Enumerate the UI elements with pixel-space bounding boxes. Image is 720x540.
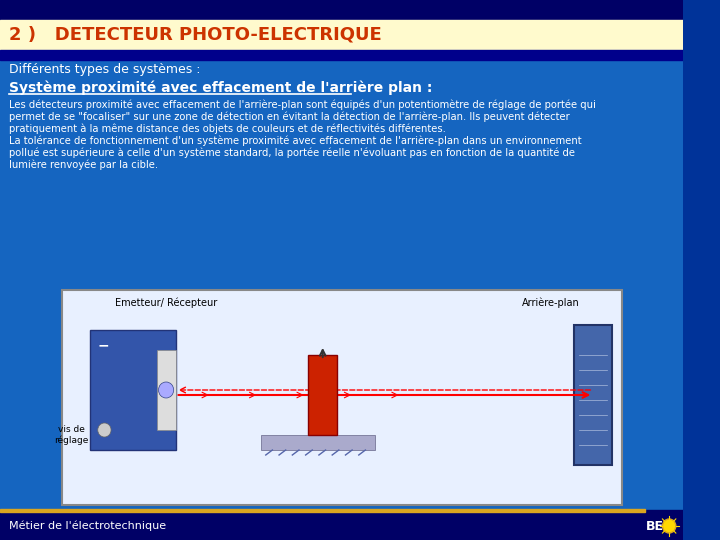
Bar <box>308 355 337 435</box>
Bar <box>575 325 612 465</box>
Text: Système proximité avec effacement de l'arrière plan :: Système proximité avec effacement de l'a… <box>9 81 433 95</box>
Text: Différents types de systèmes :: Différents types de systèmes : <box>9 64 201 77</box>
Text: permet de se "focaliser" sur une zone de détection en évitant la détection de l': permet de se "focaliser" sur une zone de… <box>9 112 570 122</box>
Bar <box>157 350 176 430</box>
Bar <box>0 0 683 20</box>
Circle shape <box>158 382 174 398</box>
Bar <box>62 290 621 505</box>
Bar <box>0 20 683 50</box>
Text: pollué est supérieure à celle d'un système standard, la portée réelle n'évoluant: pollué est supérieure à celle d'un systè… <box>9 148 575 158</box>
Bar <box>0 510 683 540</box>
Bar <box>0 60 683 510</box>
Circle shape <box>98 423 111 437</box>
Bar <box>0 50 683 60</box>
Text: Arrière-plan: Arrière-plan <box>521 298 580 308</box>
Text: −: − <box>98 338 109 352</box>
Bar <box>0 509 645 512</box>
Bar <box>261 435 375 450</box>
Bar <box>90 330 176 450</box>
Text: La tolérance de fonctionnement d'un système proximité avec effacement de l'arriè: La tolérance de fonctionnement d'un syst… <box>9 136 582 146</box>
Text: Les détecteurs proximité avec effacement de l'arrière-plan sont équipés d'un pot: Les détecteurs proximité avec effacement… <box>9 100 596 110</box>
Text: BEP: BEP <box>645 519 672 532</box>
Text: 2 )   DETECTEUR PHOTO-ELECTRIQUE: 2 ) DETECTEUR PHOTO-ELECTRIQUE <box>9 26 382 44</box>
Text: Emetteur/ Récepteur: Emetteur/ Récepteur <box>115 298 217 308</box>
Text: lumière renvoyée par la cible.: lumière renvoyée par la cible. <box>9 160 158 170</box>
Circle shape <box>662 519 676 533</box>
Text: Métier de l'électrotechnique: Métier de l'électrotechnique <box>9 521 166 531</box>
Text: vis de
réglage: vis de réglage <box>54 425 89 445</box>
Text: pratiquement à la même distance des objets de couleurs et de réflectivités diffé: pratiquement à la même distance des obje… <box>9 124 446 134</box>
